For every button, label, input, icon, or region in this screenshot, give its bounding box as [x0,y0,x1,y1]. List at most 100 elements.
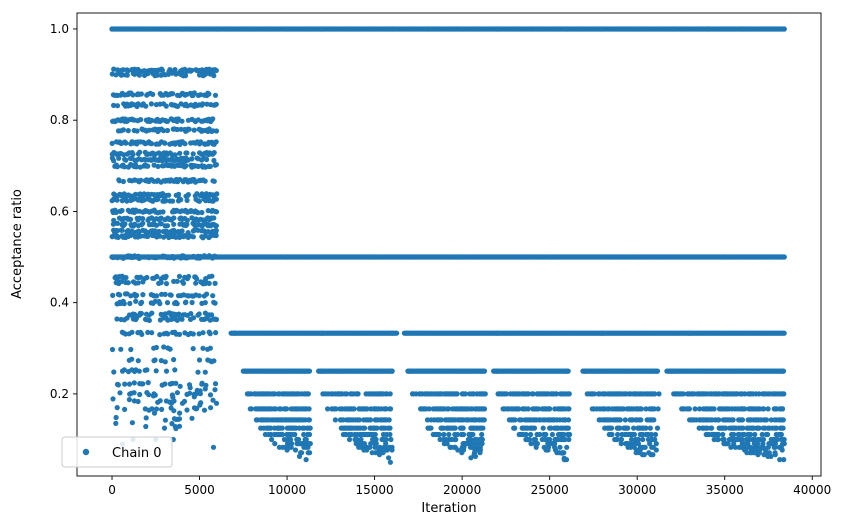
data-point [213,223,219,229]
data-point [184,221,190,227]
data-point [428,425,434,431]
data-point [618,441,624,447]
data-point [190,346,196,352]
data-point [494,368,500,374]
data-point [303,457,309,463]
data-point [190,151,196,157]
data-point [210,293,216,299]
x-tick-label: 15000 [356,483,394,497]
data-point [127,300,133,307]
data-point [687,330,693,336]
data-point [172,254,178,260]
data-point [305,391,311,397]
y-tick-label: 0.8 [50,113,69,127]
data-point [163,330,169,336]
data-point [202,300,208,306]
data-point [134,128,140,134]
data-point [692,406,698,412]
data-point [206,280,212,286]
data-point [137,391,143,398]
data-point [389,26,395,32]
data-point [145,380,151,386]
data-point [163,228,169,234]
data-point [187,390,193,396]
data-point [545,447,551,453]
data-point [565,417,572,423]
data-point [533,444,539,450]
data-point [480,425,486,431]
data-point [182,73,189,79]
data-point [160,209,166,215]
data-point [332,417,338,423]
data-point [188,208,194,214]
data-point [162,291,168,297]
data-point [121,164,127,170]
data-point [376,452,383,458]
data-point [459,450,465,456]
data-point [384,447,390,453]
data-point [208,405,214,411]
data-point [111,158,117,164]
data-point [279,431,285,438]
data-point [136,72,142,78]
data-point [387,425,393,431]
data-point [199,380,205,386]
data-point [119,368,126,374]
data-point [642,444,648,450]
data-point [752,431,758,438]
data-point [157,233,163,239]
data-point [163,273,169,279]
data-point [154,293,160,299]
data-point [481,406,488,412]
data-point [739,406,745,412]
data-point [150,393,156,399]
data-point [153,344,159,351]
data-point [190,331,196,337]
data-point [275,425,281,431]
data-point [176,331,183,337]
data-point [460,431,467,438]
data-point [177,410,183,416]
data-point [557,444,563,450]
data-point [201,253,207,259]
data-point [214,191,220,197]
data-point [209,273,215,279]
data-point [136,255,142,261]
data-point [140,216,146,222]
legend: Chain 0 [61,436,173,468]
data-point [284,26,290,32]
data-point [459,26,465,32]
data-point [196,293,202,299]
data-point [202,178,208,184]
data-point [163,198,169,204]
x-tick-label: 5000 [184,483,215,497]
data-point [242,368,248,374]
data-point [163,368,170,374]
data-point [564,26,570,32]
data-point [135,398,141,405]
legend-marker [82,448,90,456]
data-point [179,228,185,234]
data-point [188,311,194,317]
data-point [711,406,717,412]
data-point [715,436,721,443]
data-point [162,359,168,365]
data-point [174,126,180,133]
data-point [655,406,661,412]
data-point [145,233,151,239]
data-point [189,67,195,73]
data-point [132,71,138,77]
data-point [617,417,623,423]
y-axis: 0.20.40.60.81.0 [50,22,77,401]
data-point [436,431,442,438]
data-point [157,332,163,338]
data-point [200,345,206,351]
data-point [153,67,159,74]
data-point [114,316,120,322]
data-point [151,162,157,168]
data-point [512,417,518,423]
data-point [656,391,662,397]
data-point [158,221,164,227]
data-point [135,280,141,286]
data-point [143,103,149,109]
